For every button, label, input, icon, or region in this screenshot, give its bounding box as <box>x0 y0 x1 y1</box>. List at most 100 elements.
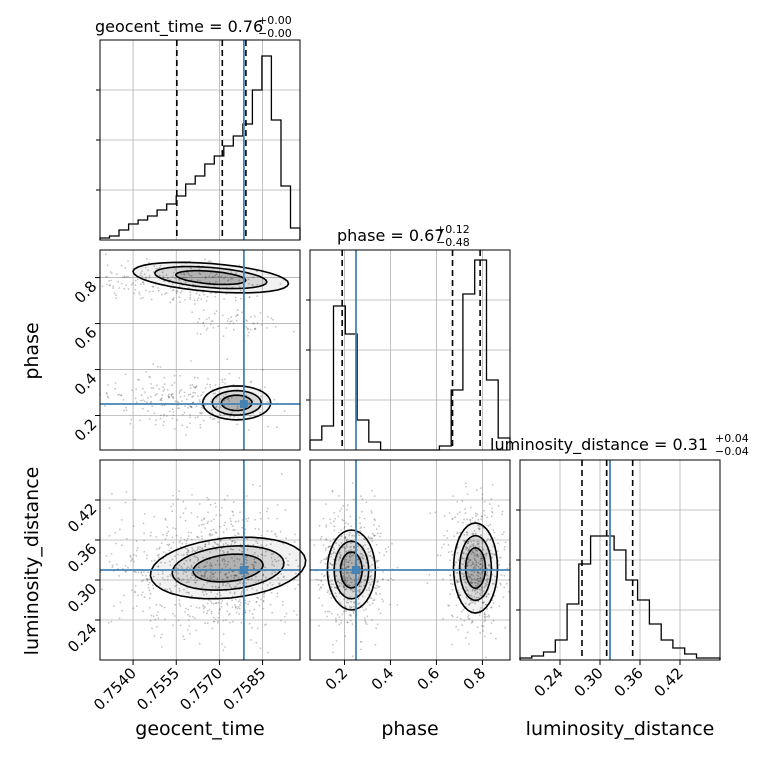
scatter-point <box>467 559 470 561</box>
scatter-point <box>476 578 479 580</box>
scatter-point <box>247 517 250 520</box>
scatter-point <box>178 285 181 288</box>
scatter-point <box>215 602 218 605</box>
scatter-point <box>451 588 454 591</box>
scatter-point <box>174 268 176 271</box>
scatter-point <box>214 563 217 566</box>
scatter-point <box>281 600 284 603</box>
scatter-point <box>224 565 227 568</box>
scatter-point <box>184 547 187 550</box>
scatter-point <box>184 277 186 279</box>
scatter-point <box>223 560 226 562</box>
scatter-point <box>473 554 476 557</box>
scatter-point <box>225 528 228 530</box>
scatter-point <box>478 572 480 575</box>
scatter-point <box>185 540 188 543</box>
scatter-point <box>222 584 224 587</box>
scatter-point <box>467 589 469 592</box>
scatter-point <box>120 519 123 521</box>
scatter-point <box>145 371 148 373</box>
scatter-point <box>191 595 194 598</box>
scatter-point <box>240 563 242 566</box>
scatter-point <box>123 409 126 412</box>
scatter-point <box>217 275 220 278</box>
scatter-point <box>337 580 340 583</box>
scatter-point <box>276 504 279 506</box>
scatter-point <box>471 582 473 585</box>
scatter-point <box>202 604 204 607</box>
scatter-point <box>196 535 199 538</box>
scatter-point <box>167 396 170 399</box>
scatter-point <box>129 554 132 557</box>
y-tick-label: 0.6 <box>71 323 101 353</box>
scatter-point <box>201 575 203 578</box>
scatter-point <box>461 556 463 559</box>
scatter-point <box>473 543 475 545</box>
scatter-point <box>348 605 351 608</box>
scatter-point <box>219 525 222 528</box>
scatter-point <box>483 553 486 556</box>
scatter-point <box>171 393 174 396</box>
scatter-point <box>465 552 467 555</box>
contour-line <box>171 545 285 591</box>
scatter-point <box>463 534 466 536</box>
scatter-point <box>489 539 492 541</box>
scatter-point <box>480 563 483 566</box>
scatter-point <box>349 613 351 616</box>
scatter-point <box>456 581 459 584</box>
scatter-point <box>145 557 148 560</box>
scatter-point <box>206 295 209 298</box>
scatter-point <box>333 520 335 522</box>
scatter-point <box>428 573 431 576</box>
scatter-point <box>198 524 200 527</box>
scatter-point <box>387 579 390 582</box>
scatter-point <box>221 314 224 317</box>
scatter-point <box>137 594 139 597</box>
scatter-point <box>475 579 478 581</box>
scatter-point <box>210 260 212 263</box>
scatter-point <box>216 593 219 595</box>
scatter-point <box>138 378 141 381</box>
scatter-point <box>129 555 132 558</box>
scatter-point <box>255 601 258 603</box>
scatter-point <box>294 588 296 590</box>
scatter-point <box>334 617 337 620</box>
scatter-point <box>252 554 255 556</box>
scatter-point <box>332 643 334 646</box>
scatter-point <box>482 548 485 551</box>
scatter-point <box>335 595 338 598</box>
scatter-point <box>468 603 471 606</box>
scatter-point <box>235 611 238 614</box>
scatter-point <box>151 584 154 587</box>
scatter-point <box>502 596 505 599</box>
scatter-point <box>377 559 380 562</box>
scatter-point <box>189 387 192 389</box>
scatter-point <box>189 567 192 570</box>
scatter-point <box>149 534 152 537</box>
scatter-point <box>351 589 353 591</box>
scatter-point <box>124 501 127 504</box>
scatter-point <box>211 320 214 322</box>
scatter-point <box>259 388 262 390</box>
scatter-point <box>365 501 368 504</box>
contour-fill <box>459 535 492 601</box>
scatter-point <box>167 277 169 280</box>
scatter-point <box>159 414 162 417</box>
scatter-point <box>201 574 203 577</box>
scatter-point <box>476 596 478 599</box>
scatter-point <box>189 422 191 425</box>
scatter-point <box>338 585 341 587</box>
scatter-point <box>153 265 156 268</box>
scatter-point <box>139 297 142 300</box>
scatter-point <box>471 581 474 584</box>
scatter-point <box>471 517 474 519</box>
scatter-point <box>360 648 362 651</box>
scatter-point <box>170 575 173 577</box>
scatter-point <box>332 583 335 586</box>
contour-fill <box>212 390 262 416</box>
scatter-point <box>223 399 226 402</box>
scatter-point <box>125 284 127 286</box>
scatter-point <box>149 376 152 379</box>
scatter-point <box>483 620 486 623</box>
scatter-point <box>378 552 381 554</box>
